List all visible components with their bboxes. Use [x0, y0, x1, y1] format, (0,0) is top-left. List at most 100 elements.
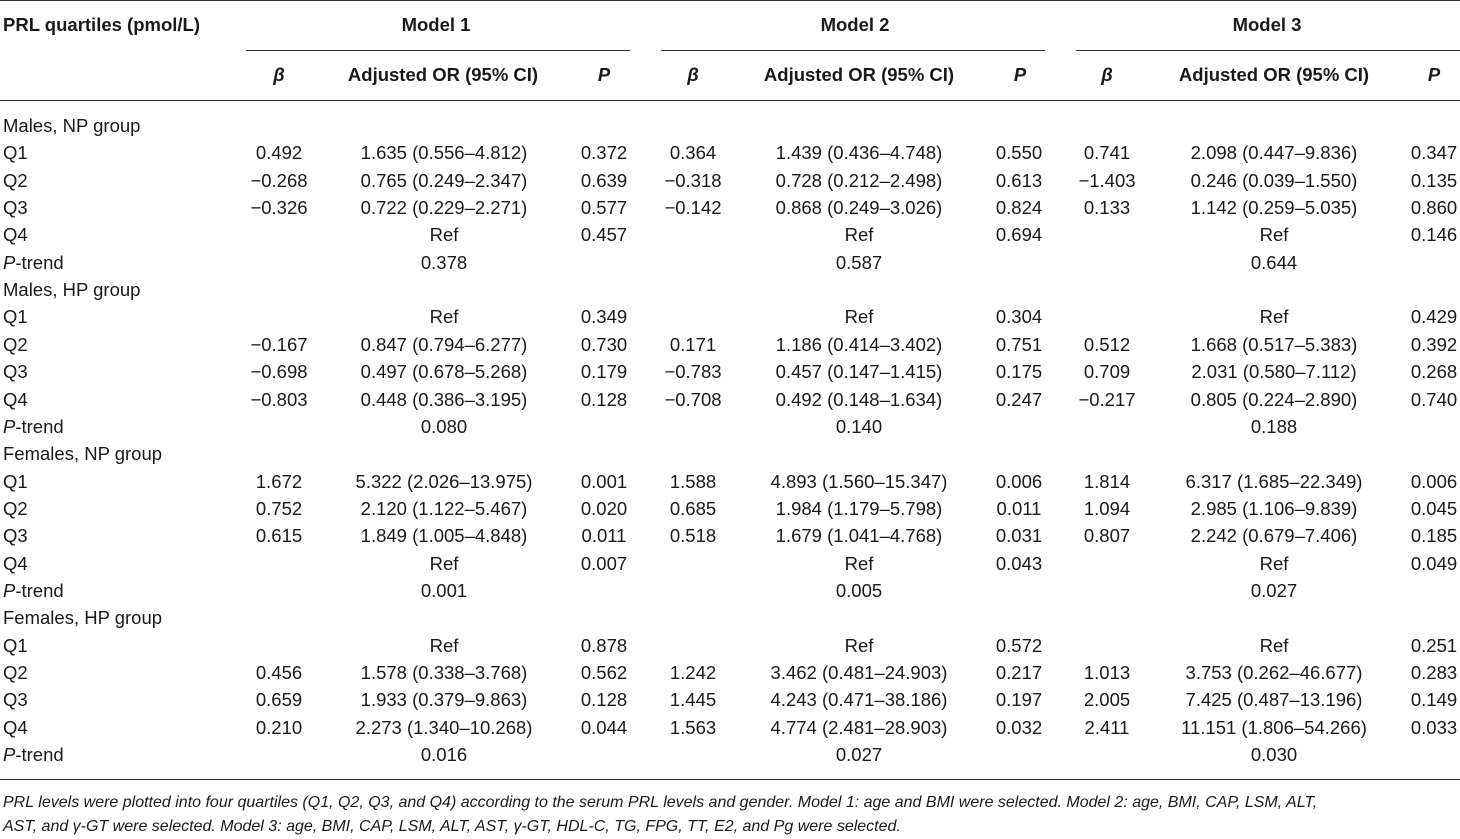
adjusted-or-value: 1.984 (1.179–5.798) [775, 497, 943, 519]
quartile-label: Q4 [3, 224, 28, 246]
p-trend-value: 0.016 [420, 744, 468, 766]
quartile-label: Q1 [3, 634, 28, 656]
p-trend-suffix: -trend [15, 579, 64, 601]
p-trend-italic-p: P [3, 251, 16, 273]
p-value: 0.283 [1410, 662, 1458, 683]
p-value: 0.429 [1410, 306, 1458, 328]
adjusted-or-value: Ref [844, 552, 874, 574]
beta-value: 0.456 [255, 662, 303, 683]
adjusted-or-value: 5.322 (2.026–13.975) [355, 470, 533, 492]
p-value: 0.175 [995, 361, 1043, 383]
adjusted-or-value: Ref [429, 224, 459, 246]
group-label: Females, HP group [3, 607, 163, 629]
adjusted-or-value: 3.462 (0.481–24.903) [770, 662, 948, 683]
p-trend-label: P-trend [3, 580, 64, 602]
beta-value: 2.005 [1083, 689, 1131, 711]
quartile-label: Q3 [3, 361, 28, 383]
p-value: 0.128 [580, 689, 628, 711]
adjusted-or-value: 0.246 (0.039–1.550) [1190, 169, 1358, 191]
p-value: 0.347 [1410, 142, 1458, 164]
p-value: 0.550 [995, 142, 1043, 164]
adjusted-or-value: 1.849 (1.005–4.848) [360, 525, 528, 547]
beta-header: β [273, 64, 285, 85]
quartile-label: Q2 [3, 169, 28, 191]
beta-value: 1.013 [1083, 662, 1131, 683]
adjusted-or-value: 0.805 (0.224–2.890) [1190, 388, 1358, 410]
p-value: 0.032 [995, 716, 1043, 738]
p-value: 0.031 [995, 525, 1043, 547]
p-value-header: P [1013, 64, 1027, 85]
beta-value: 0.741 [1083, 142, 1131, 164]
quartile-label: Q3 [3, 525, 28, 547]
adjusted-or-value: 4.243 (0.471–38.186) [770, 689, 948, 711]
p-value: 0.011 [996, 497, 1042, 519]
p-trend-suffix: -trend [15, 744, 64, 766]
model-2-header: Model 2 [820, 14, 890, 35]
quartile-label: Q2 [3, 497, 28, 519]
beta-value: 0.512 [1083, 333, 1131, 355]
p-value: 0.824 [995, 197, 1043, 219]
beta-value: 0.210 [255, 716, 303, 738]
beta-value: 0.492 [255, 142, 303, 164]
beta-value: 0.709 [1083, 361, 1131, 383]
adjusted-or-value: 0.497 (0.678–5.268) [360, 361, 528, 383]
quartile-label: Q3 [3, 689, 28, 711]
header-bottom-rule [0, 100, 1460, 101]
p-value: 0.730 [580, 333, 628, 355]
beta-value: −1.403 [1078, 169, 1136, 191]
adjusted-or-value: 2.031 (0.580–7.112) [1191, 361, 1357, 383]
p-value: 0.577 [580, 197, 628, 219]
p-value: 0.349 [580, 306, 628, 328]
table-footnote-line: PRL levels were plotted into four quarti… [3, 794, 1318, 811]
adjusted-or-value: 2.242 (0.679–7.406) [1190, 525, 1358, 547]
beta-value: 1.588 [669, 470, 717, 492]
top-rule [0, 0, 1460, 1]
p-trend-value: 0.005 [835, 579, 883, 601]
adjusted-or-value: 1.439 (0.436–4.748) [775, 142, 943, 164]
p-value: 0.247 [995, 388, 1043, 410]
adjusted-or-value: Ref [429, 306, 459, 328]
beta-value: 0.752 [255, 497, 303, 519]
beta-value: −0.326 [250, 197, 308, 219]
adjusted-or-value: 1.679 (1.041–4.768) [775, 525, 943, 547]
p-value: 0.694 [995, 224, 1043, 246]
p-trend-italic-p: P [3, 579, 16, 601]
p-value: 0.639 [580, 169, 628, 191]
quartile-label: Q1 [3, 470, 28, 492]
p-trend-label: P-trend [3, 416, 64, 438]
quartile-label: Q2 [3, 662, 28, 683]
table-footnote-line: AST, and γ-GT were selected. Model 3: ag… [3, 818, 901, 835]
p-trend-value: 0.001 [420, 579, 468, 601]
p-value: 0.179 [580, 361, 628, 383]
beta-value: −0.318 [664, 169, 722, 191]
beta-value: 1.094 [1083, 497, 1131, 519]
p-value: 0.045 [1410, 497, 1458, 519]
adjusted-or-value: 0.457 (0.147–1.415) [775, 361, 943, 383]
adjusted-or-value: Ref [1259, 224, 1289, 246]
p-value: 0.878 [580, 634, 628, 656]
p-trend-suffix: -trend [15, 415, 64, 437]
p-trend-label: P-trend [3, 252, 64, 274]
beta-value: −0.698 [250, 361, 308, 383]
adjusted-or-value: Ref [844, 224, 874, 246]
adjusted-or-value: 1.142 (0.259–5.035) [1190, 197, 1358, 219]
p-trend-value: 0.587 [835, 251, 883, 273]
group-label: Females, NP group [3, 443, 163, 465]
p-value: 0.268 [1410, 361, 1458, 383]
table-bottom-rule [0, 779, 1460, 780]
beta-header: β [1101, 64, 1113, 85]
beta-value: 1.563 [669, 716, 717, 738]
p-value: 0.011 [581, 525, 627, 547]
quartile-label: Q4 [3, 716, 28, 738]
p-trend-value: 0.080 [420, 415, 468, 437]
model-2-rule [661, 50, 1045, 51]
beta-value: 0.364 [669, 142, 717, 164]
beta-value: 0.171 [669, 333, 717, 355]
adjusted-or-value: 0.728 (0.212–2.498) [775, 169, 943, 191]
adjusted-or-value: 7.425 (0.487–13.196) [1185, 689, 1363, 711]
p-value: 0.020 [580, 497, 628, 519]
beta-value: −0.217 [1078, 388, 1136, 410]
p-value: 0.457 [580, 224, 628, 246]
p-value-header: P [597, 64, 611, 85]
p-value: 0.033 [1410, 716, 1458, 738]
